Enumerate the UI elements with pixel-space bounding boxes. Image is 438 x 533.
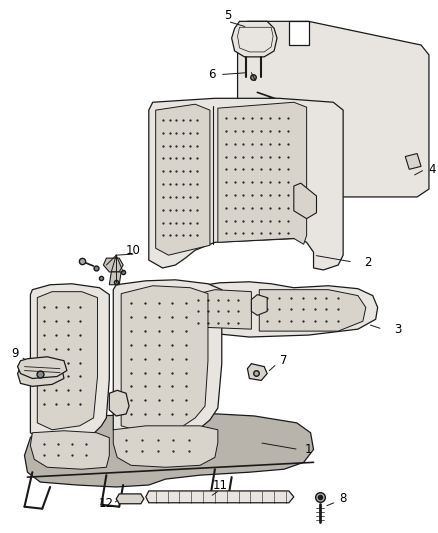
Polygon shape [121,286,208,434]
Polygon shape [30,431,110,469]
Text: 2: 2 [364,255,371,269]
Text: 8: 8 [339,492,347,505]
Polygon shape [405,154,421,169]
Polygon shape [18,364,64,386]
Polygon shape [155,104,210,255]
Polygon shape [18,357,67,378]
Polygon shape [251,295,267,316]
Polygon shape [188,289,251,329]
Polygon shape [110,390,129,416]
Text: 4: 4 [428,163,436,176]
Polygon shape [110,272,121,285]
Polygon shape [113,426,218,467]
Polygon shape [247,364,267,381]
Text: 5: 5 [224,9,231,22]
Text: 6: 6 [208,68,215,81]
Text: 10: 10 [126,244,141,257]
Polygon shape [37,292,98,430]
Polygon shape [30,284,110,442]
Text: 3: 3 [394,322,401,336]
Polygon shape [149,98,343,270]
Polygon shape [232,21,277,57]
Polygon shape [218,102,307,244]
Text: 1: 1 [305,443,312,456]
Text: 9: 9 [11,348,18,360]
Polygon shape [289,21,309,45]
Text: 12: 12 [99,497,114,510]
Polygon shape [25,413,314,487]
Text: 7: 7 [280,354,288,367]
Text: 11: 11 [212,479,227,491]
Polygon shape [103,258,123,272]
Polygon shape [113,280,222,442]
Polygon shape [237,21,429,197]
Polygon shape [182,282,378,337]
Polygon shape [116,494,144,504]
Polygon shape [146,491,294,503]
Polygon shape [259,289,366,331]
Polygon shape [294,183,317,219]
